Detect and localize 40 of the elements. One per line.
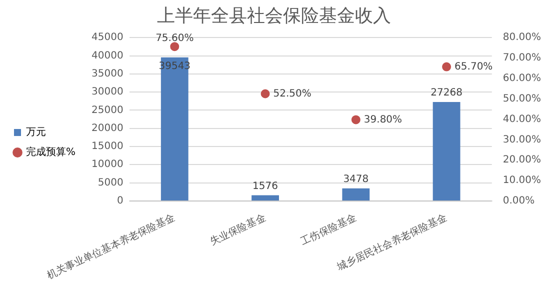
- y-tick-label: 25000: [92, 104, 124, 116]
- y-tick-label: 35000: [92, 68, 124, 80]
- bar: [160, 57, 188, 200]
- y2-tick-label: 20.00%: [502, 154, 542, 166]
- bar: [432, 102, 460, 200]
- bar: [252, 195, 279, 200]
- y2-tick-label: 60.00%: [502, 73, 542, 84]
- data-label: 1576: [252, 180, 278, 192]
- point: [260, 89, 270, 98]
- data-label: 3478: [343, 174, 369, 185]
- data-label: 39.80%: [364, 114, 402, 126]
- chart-title: 上半年全县社会保险基金收入: [157, 5, 391, 26]
- y2-tick-label: 50.00%: [502, 93, 542, 104]
- y2-tick-label: 70.00%: [502, 52, 542, 64]
- y2-tick-label: 40.00%: [502, 114, 542, 125]
- y2-tick-label: 30.00%: [502, 134, 542, 146]
- y-tick-label: 30000: [92, 86, 124, 98]
- data-label: 75.60%: [156, 33, 194, 44]
- y2-tick-label: 80.00%: [502, 32, 542, 44]
- x-tick-label: 工伤保险基金: [298, 212, 358, 248]
- legend-label: 完成预算%: [26, 146, 76, 158]
- y2-tick-label: 0.00%: [502, 196, 535, 207]
- y-tick-label: 0: [116, 196, 124, 207]
- point: [351, 115, 360, 124]
- y2-tick-label: 10.00%: [502, 175, 542, 186]
- y-tick-label: 5000: [98, 177, 124, 188]
- point: [170, 42, 180, 52]
- bar: [342, 188, 370, 200]
- x-tick-label: 失业保险基金: [208, 212, 268, 248]
- y-tick-label: 40000: [92, 50, 124, 62]
- y-tick-label: 15000: [92, 141, 124, 152]
- data-label: 27268: [430, 88, 462, 99]
- data-label: 65.70%: [454, 61, 493, 72]
- y-tick-label: 20000: [92, 122, 124, 134]
- point: [442, 62, 452, 72]
- y-tick-label: 45000: [92, 32, 124, 44]
- data-label: 52.50%: [273, 88, 312, 100]
- x-tick-label: 机关事业单位基本养老保险基金: [45, 212, 177, 282]
- legend-label: 万元: [26, 127, 46, 138]
- y-tick-label: 10000: [92, 159, 124, 170]
